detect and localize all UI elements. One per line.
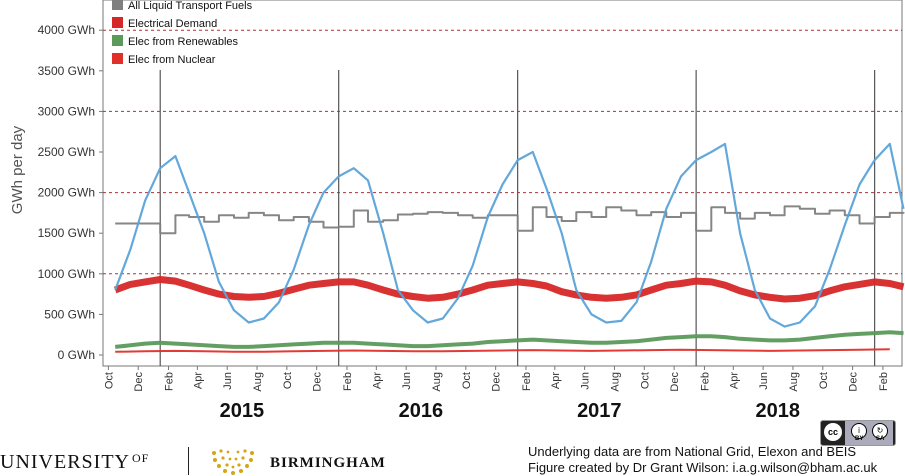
x-tick-label: Dec [848,372,860,392]
x-tick-label: Aug [252,372,264,392]
x-tick-label: Oct [818,372,830,389]
credits: Underlying data are from National Grid, … [528,444,877,476]
y-axis-label: GWh per day [9,125,26,214]
y-tick-label: 2000 GWh [38,186,95,200]
cc-sa-label: SA [876,436,885,442]
credit-line-1: Underlying data are from National Grid, … [528,444,857,459]
y-tick-label: 3000 GWh [38,104,95,118]
university-logo-text: UNIVERSITY OF [0,451,149,474]
legend-label: All Liquid Transport Fuels [128,0,253,12]
cc-icon: cc [824,423,842,441]
y-tick-label: 500 GWh [44,307,95,321]
y-tick-label: 3500 GWh [38,64,95,78]
x-tick-label: Jun [580,372,592,390]
year-label: 2018 [756,400,801,422]
y-tick-label: 1000 GWh [38,267,95,281]
x-tick-label: Feb [164,372,176,391]
cc-by-label: BY [855,436,864,442]
legend-label: Electrical Demand [128,18,217,30]
x-tick-label: Apr [192,372,204,389]
series-line-elec-from-nuclear [115,348,890,353]
x-tick-label: Oct [639,372,651,389]
university-word: UNIVERSITY [0,451,130,473]
series-line-elec-from-renewables [114,330,904,349]
cc-by-sa-panel: i ↻ BY SA [845,421,893,445]
plot-frame [102,0,903,367]
credit-line-2: Figure created by Dr Grant Wilson: i.a.g… [528,460,878,475]
series-line-electrical-demand [113,276,905,303]
x-tick-label: Jun [222,372,234,390]
birmingham-wordmark: BIRMINGHAM [270,455,386,471]
x-tick-label: Jun [758,372,770,390]
y-tick-label: 0 GWh [58,348,95,362]
legend-swatch [112,0,123,10]
year-label: 2015 [220,400,265,422]
legend-swatch [112,53,123,64]
y-tick-label: 1500 GWh [38,226,95,240]
x-tick-label: Aug [431,372,443,392]
x-tick-label: Dec [312,372,324,392]
x-tick-label: Jun [401,372,413,390]
x-tick-label: Feb [521,372,533,391]
x-tick-label: Feb [699,372,711,391]
x-tick-label: Dec [669,372,681,392]
x-tick-label: Oct [282,372,294,389]
logo-divider [188,447,189,475]
x-tick-label: Feb [878,372,890,391]
legend-label: Elec from Renewables [128,36,239,48]
x-tick-label: Apr [728,372,740,389]
y-tick-label: 2500 GWh [38,145,95,159]
x-tick-label: Apr [550,372,562,389]
x-tick-label: Apr [371,372,383,389]
legend-swatch [112,17,123,28]
x-tick-label: Aug [609,372,621,392]
x-tick-label: Dec [133,372,145,392]
year-label: 2016 [399,400,444,422]
share-alike-icon: ↻ [872,423,888,439]
legend-swatch [112,35,123,46]
x-tick-label: Dec [491,372,503,392]
university-of-word: OF [132,451,150,465]
cc-license-badge[interactable]: cc i ↻ BY SA [820,420,896,446]
legend-label: Elec from Nuclear [128,54,216,66]
birmingham-crest-icon [212,449,254,475]
y-tick-label: 4000 GWh [38,23,95,37]
x-tick-label: Oct [461,372,473,389]
series-line-gas-demand [114,142,905,328]
chart-canvas: 0 GWh 500 GWh 1000 GWh 1500 GWh 2000 GWh 2500… [9,0,905,422]
year-label: 2017 [577,400,622,422]
x-tick-label: Aug [788,372,800,392]
x-tick-label: Feb [342,372,354,391]
attribution-icon: i [851,423,867,439]
series-line-all-liquid-transport-fuels [115,205,905,235]
x-tick-label: Oct [103,372,115,389]
